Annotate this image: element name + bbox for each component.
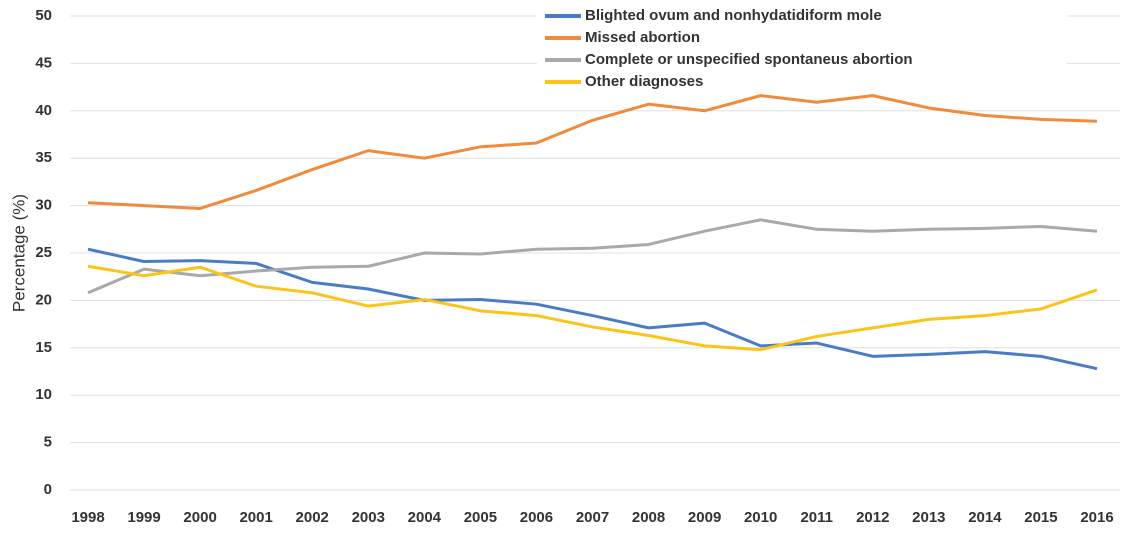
series-line: [87, 218, 1098, 295]
x-tick-label: 2006: [520, 509, 553, 526]
x-tick-label: 2008: [632, 509, 665, 526]
legend-label: Missed abortion: [585, 29, 700, 46]
x-tick-label: 2010: [744, 509, 777, 526]
y-tick-label: 5: [44, 434, 52, 451]
y-tick-label: 40: [35, 102, 52, 119]
y-tick-label: 0: [44, 481, 52, 498]
y-tick-label: 35: [35, 149, 52, 166]
x-tick-label: 2003: [352, 509, 385, 526]
x-tick-label: 1999: [127, 509, 160, 526]
y-tick-label: 25: [35, 244, 52, 261]
y-tick-label: 50: [35, 7, 52, 24]
x-tick-label: 2001: [239, 509, 272, 526]
x-tick-label: 2004: [408, 509, 442, 526]
y-tick-label: 10: [35, 386, 52, 403]
x-tick-label: 2002: [296, 509, 329, 526]
legend-label: Complete or unspecified spontaneus abort…: [585, 51, 913, 68]
x-tick-label: 2005: [464, 509, 497, 526]
x-tick-label: 2012: [856, 509, 889, 526]
x-tick-label: 2000: [183, 509, 216, 526]
series-line: [87, 247, 1098, 371]
legend-label: Blighted ovum and nonhydatidiform mole: [585, 7, 882, 24]
x-tick-label: 2014: [968, 509, 1002, 526]
x-tick-label: 2009: [688, 509, 721, 526]
x-tick-label: 2013: [912, 509, 945, 526]
series-line: [87, 94, 1098, 210]
y-tick-label: 30: [35, 197, 52, 214]
x-tick-label: 2007: [576, 509, 609, 526]
series-line: [87, 264, 1098, 352]
y-tick-label: 45: [35, 54, 52, 71]
legend-label: Other diagnoses: [585, 73, 703, 90]
x-tick-label: 2015: [1024, 509, 1057, 526]
x-tick-label: 2016: [1080, 509, 1113, 526]
x-tick-label: 1998: [71, 509, 104, 526]
y-tick-label: 15: [35, 339, 52, 356]
legend-box: [537, 4, 1067, 92]
y-axis-label: Percentage (%): [9, 194, 28, 312]
x-tick-label: 2011: [800, 509, 833, 526]
y-tick-label: 20: [35, 291, 52, 308]
